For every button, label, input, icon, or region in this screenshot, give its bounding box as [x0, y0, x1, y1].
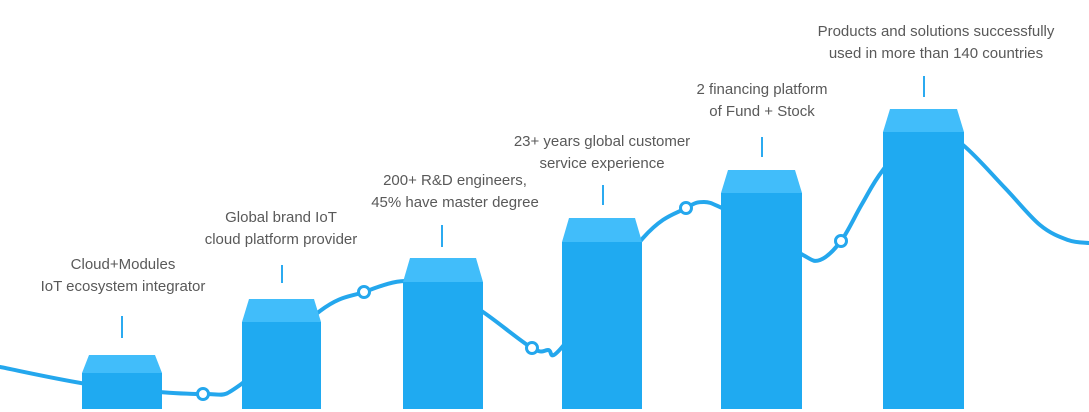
milestone-label-2-line1: Global brand IoT	[225, 209, 337, 226]
milestone-bar-top-2	[242, 299, 321, 322]
milestone-label-6: Products and solutions successfully used …	[716, 21, 1089, 65]
milestone-label-3-line2: 45% have master degree	[371, 194, 539, 211]
milestone-bar-top-1	[82, 355, 162, 373]
milestone-label-3-line1: 200+ R&D engineers,	[383, 172, 527, 189]
milestone-label-5-line2: of Fund + Stock	[709, 103, 815, 120]
curve-marker-1	[196, 387, 210, 401]
milestone-bar-top-5	[721, 170, 802, 193]
milestone-bar-front-5	[721, 193, 802, 409]
milestone-label-1: Cloud+Modules IoT ecosystem integrator	[0, 254, 343, 298]
milestone-bar-front-3	[403, 282, 483, 409]
milestone-label-1-line1: Cloud+Modules	[70, 256, 176, 273]
milestone-bar-top-3	[403, 258, 483, 282]
curve-marker-5	[834, 234, 848, 248]
milestone-bar-front-6	[883, 132, 964, 409]
milestone-label-4-line1: 23+ years global customer	[513, 133, 691, 150]
milestone-bar-front-4	[562, 242, 642, 409]
milestone-label-3: 200+ R&D engineers, 45% have master degre…	[235, 170, 675, 214]
milestone-bar-top-6	[883, 109, 964, 132]
milestone-bar-top-4	[562, 218, 642, 242]
curve-marker-3	[525, 341, 539, 355]
milestone-label-5: 2 financing platform of Fund + Stock	[542, 79, 982, 123]
curve-marker-2	[357, 285, 371, 299]
milestone-label-6-line2: used in more than 140 countries	[828, 45, 1044, 62]
curve-marker-4	[679, 201, 693, 215]
milestone-bar-front-1	[82, 373, 162, 409]
milestone-bar-front-2	[242, 322, 321, 409]
milestone-label-2-line2: cloud platform provider	[204, 231, 358, 248]
milestone-label-4: 23+ years global customer service experie…	[382, 131, 822, 175]
milestone-label-2: Global brand IoT cloud platform provider	[61, 207, 501, 251]
milestone-label-6-line1: Products and solutions successfully	[817, 23, 1055, 40]
milestone-label-5-line1: 2 financing platform	[696, 81, 828, 98]
milestone-label-4-line2: service experience	[539, 155, 665, 172]
milestone-label-1-line2: IoT ecosystem integrator	[40, 278, 206, 295]
